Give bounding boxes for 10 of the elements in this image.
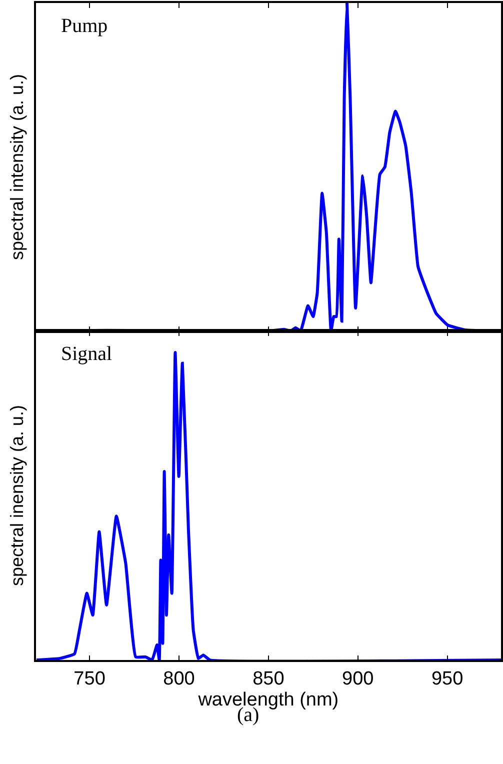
x-tick-label: 900 bbox=[342, 668, 374, 690]
x-tick-label: 850 bbox=[252, 668, 284, 690]
y-axis-title: spectral inensity (a. u.) bbox=[6, 404, 27, 586]
x-tick-label: 950 bbox=[431, 668, 464, 690]
x-axis-title: wavelength (nm) bbox=[197, 690, 339, 711]
y-axis-title: spectral intensity (a. u.) bbox=[6, 74, 27, 260]
x-tick-label: 800 bbox=[163, 668, 195, 690]
x-tick-label: 750 bbox=[74, 668, 106, 690]
annotation: Pump bbox=[61, 15, 108, 37]
annotation: Signal bbox=[61, 343, 113, 365]
